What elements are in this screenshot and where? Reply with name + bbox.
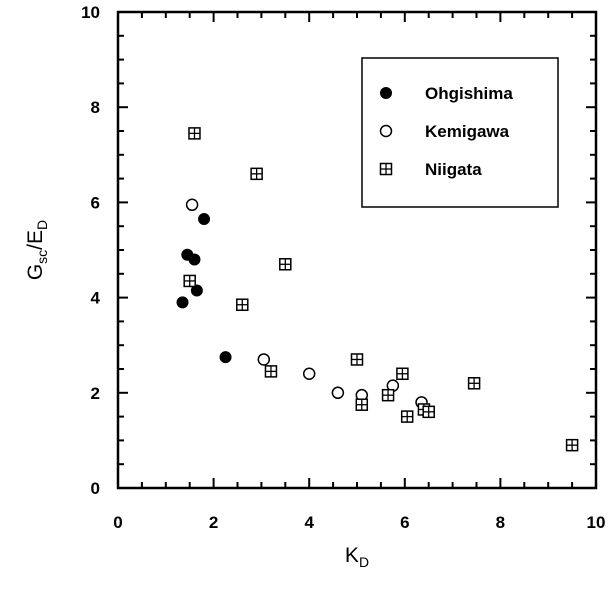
- data-point-ohgishima: [188, 253, 201, 266]
- data-point-niigata: [183, 274, 196, 288]
- data-point-ohgishima: [190, 284, 203, 297]
- y-tick-label: 6: [91, 193, 100, 212]
- legend-label-niigata: Niigata: [425, 160, 482, 179]
- y-tick-label: 4: [91, 289, 101, 308]
- legend-marker-niigata: [379, 162, 393, 176]
- data-point-niigata: [396, 367, 409, 381]
- data-point-niigata: [467, 377, 481, 390]
- data-point-kemigawa: [257, 353, 271, 366]
- y-axis-label: Gsc/ED: [24, 220, 50, 280]
- x-tick-label: 6: [400, 513, 409, 532]
- y-tick-label: 10: [81, 3, 100, 22]
- legend-marker-ohgishima: [380, 87, 392, 99]
- x-tick-label: 8: [496, 513, 505, 532]
- data-point-niigata: [250, 167, 263, 181]
- legend-box: [361, 57, 559, 208]
- legend-marker-kemigawa: [379, 124, 393, 138]
- x-axis-tick-labels: 0 2 4 6 8 10: [113, 513, 605, 532]
- data-point-niigata: [400, 410, 414, 423]
- data-point-niigata: [565, 438, 579, 452]
- data-point-niigata: [188, 127, 201, 140]
- axis-ticks: [117, 11, 597, 489]
- data-point-ohgishima: [219, 351, 232, 364]
- data-point-ohgishima: [176, 296, 189, 309]
- y-tick-label: 0: [91, 479, 100, 498]
- legend-label-kemigawa: Kemigawa: [425, 122, 510, 141]
- x-tick-label: 0: [113, 513, 122, 532]
- x-tick-label: 2: [209, 513, 218, 532]
- data-point-niigata: [422, 405, 435, 419]
- data-point-kemigawa: [185, 198, 199, 212]
- x-axis-label: KD: [345, 544, 369, 570]
- data-point-niigata: [381, 388, 395, 402]
- x-tick-label: 4: [304, 513, 314, 532]
- data-point-ohgishima: [198, 213, 211, 226]
- data-point-kemigawa: [302, 367, 316, 381]
- legend: Ohgishima Kemigawa Niigata: [361, 57, 559, 208]
- data-point-niigata: [355, 398, 369, 411]
- data-point-niigata: [236, 298, 249, 311]
- data-points: [176, 127, 579, 452]
- x-tick-label: 10: [587, 513, 606, 532]
- data-point-niigata: [350, 353, 364, 366]
- data-point-niigata: [264, 365, 278, 378]
- data-point-kemigawa: [331, 386, 345, 400]
- y-tick-label: 8: [91, 98, 100, 117]
- data-point-niigata: [279, 258, 292, 271]
- y-axis-tick-labels: 0 2 4 6 8 10: [81, 3, 100, 498]
- y-tick-label: 2: [91, 384, 100, 403]
- legend-label-ohgishima: Ohgishima: [425, 84, 513, 103]
